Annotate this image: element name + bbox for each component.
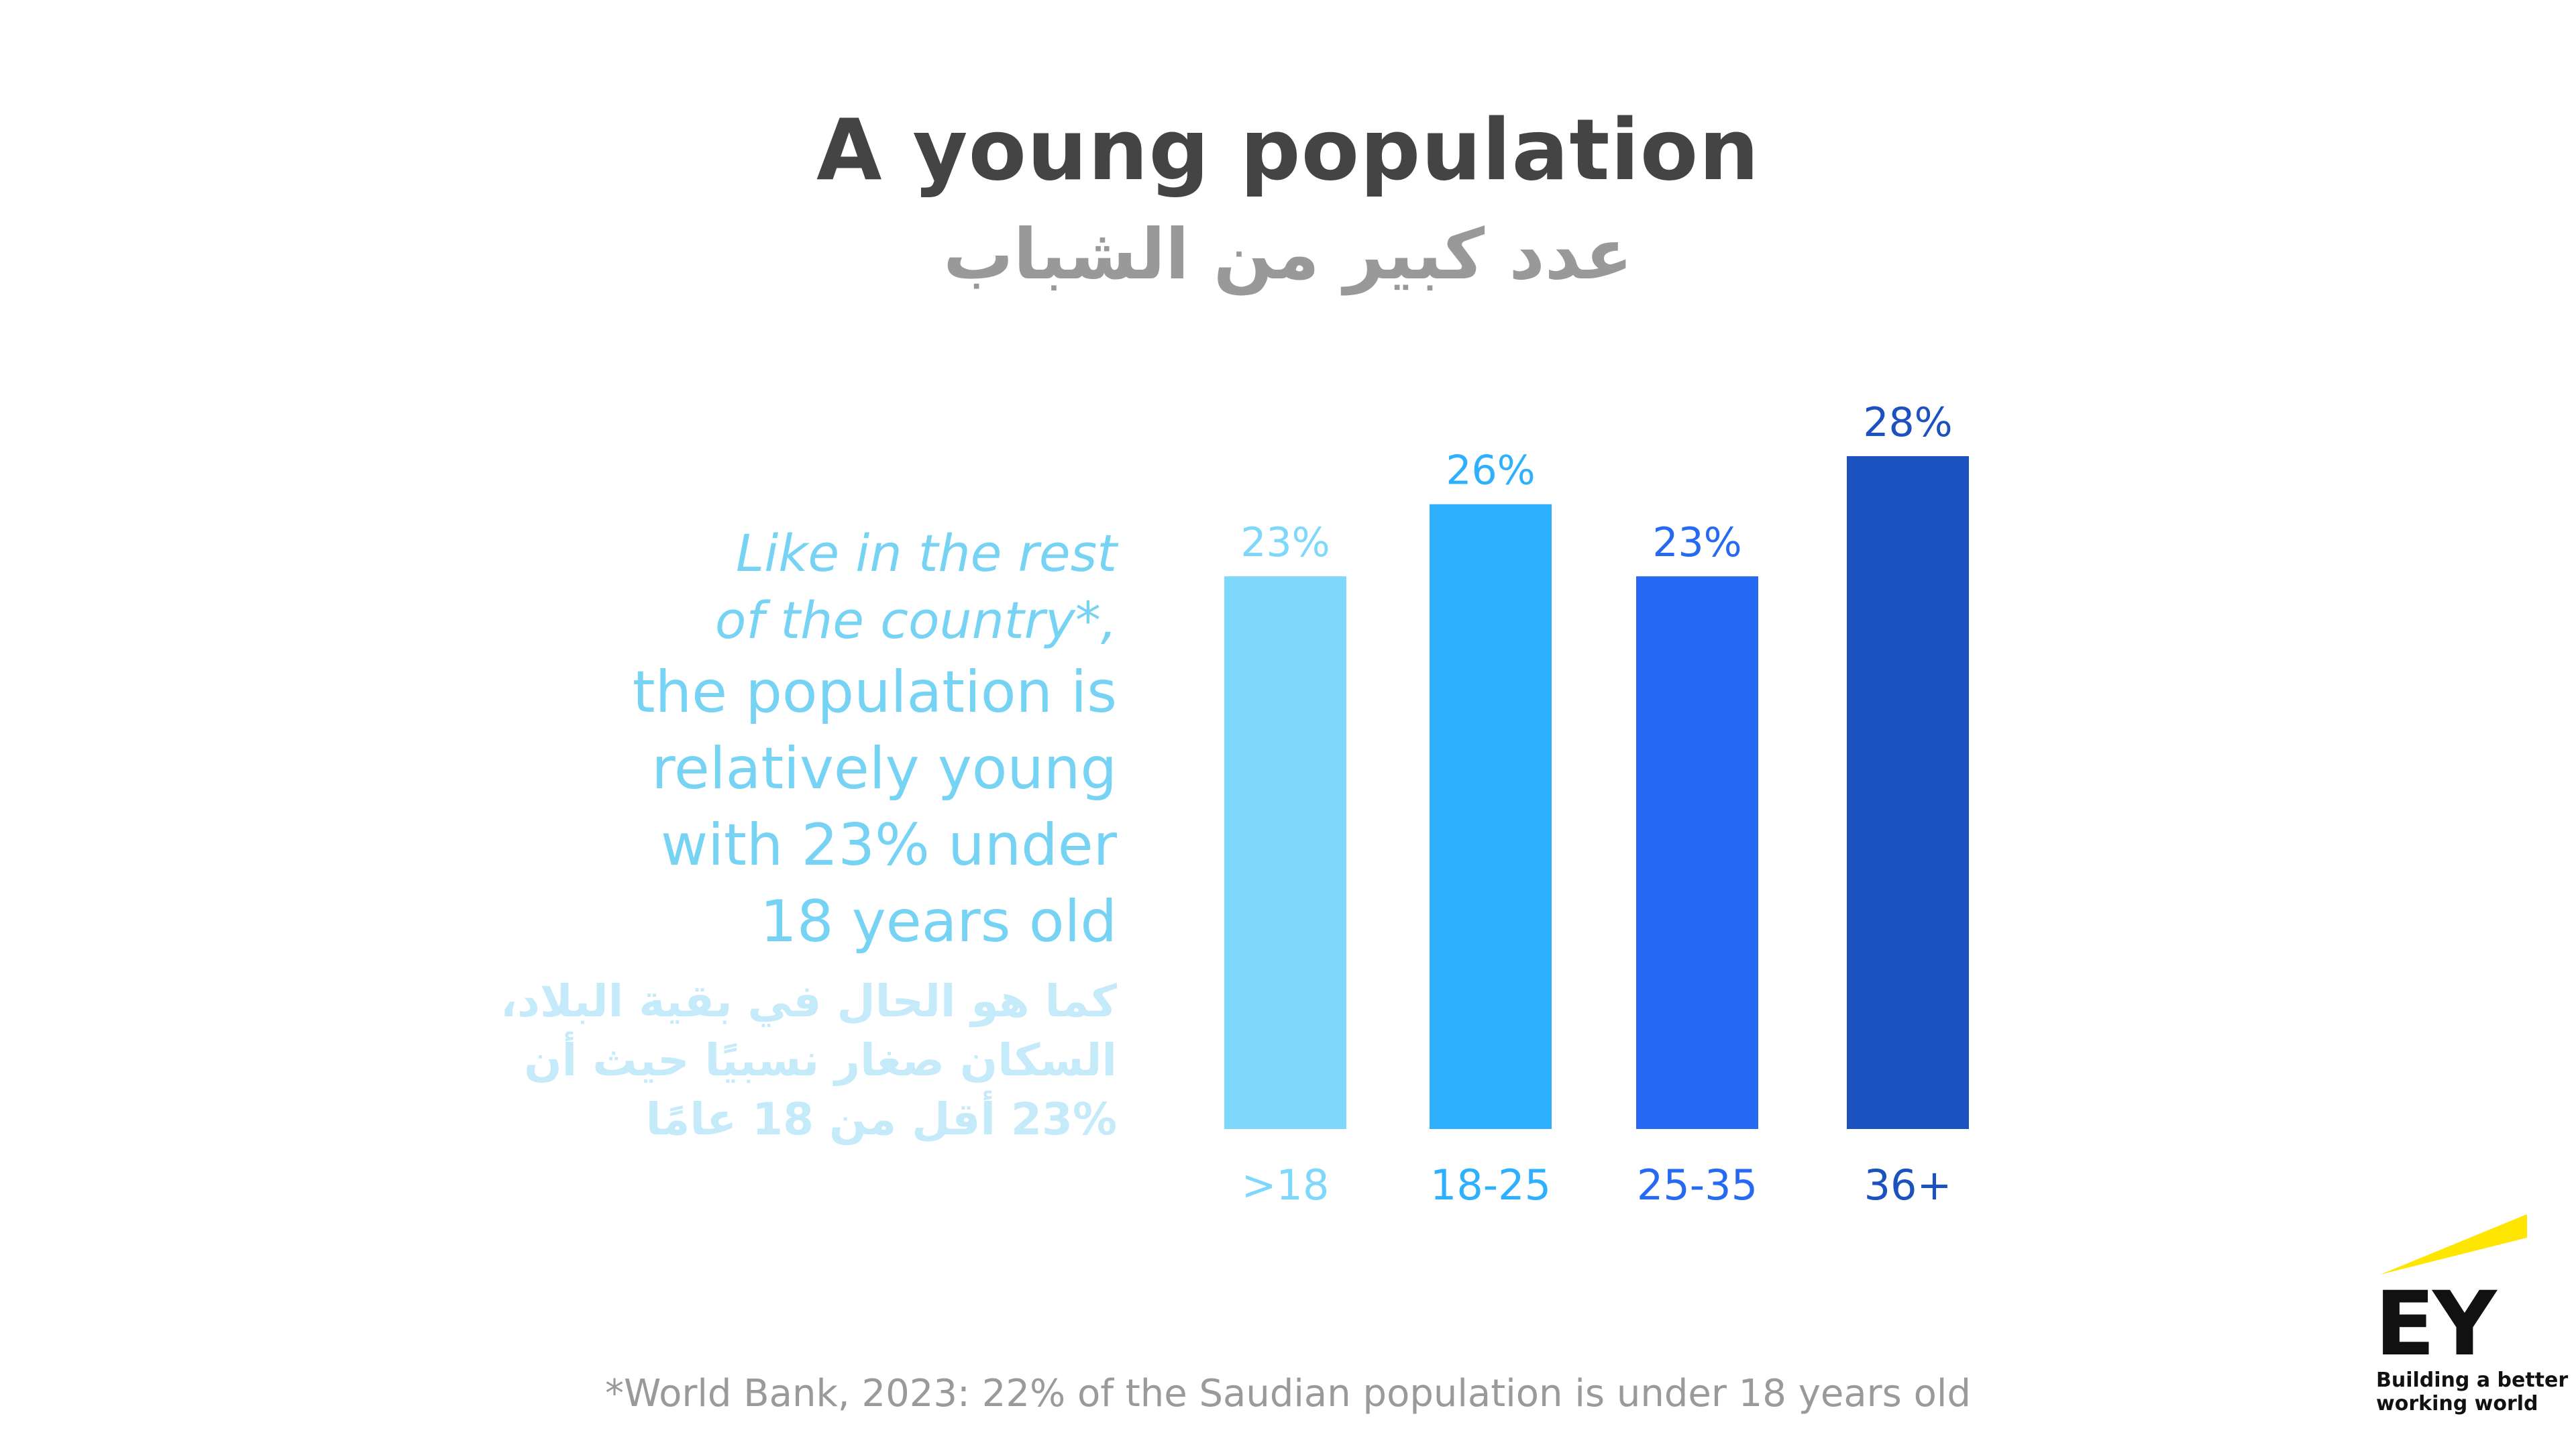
description-main-line: 18 years old <box>760 888 1117 955</box>
category-label: 25-35 <box>1637 1161 1758 1210</box>
data-label: 26% <box>1446 447 1535 494</box>
page-title-arabic: عدد كبير من الشباب <box>943 213 1633 295</box>
description-arabic-line: السكان صغار نسبيًا حيث أن <box>524 1034 1117 1086</box>
description-arabic-line: 23% أقل من 18 عامًا <box>645 1093 1117 1145</box>
logo-wordmark: EY <box>2375 1273 2497 1376</box>
logo-tagline-line: Building a better <box>2376 1368 2569 1392</box>
category-label: >18 <box>1242 1161 1330 1210</box>
description-main-line: the population is <box>632 659 1117 726</box>
description-italic: Like in the rest of the country*, <box>446 520 1117 654</box>
footnote: *World Bank, 2023: 22% of the Saudian po… <box>604 1372 1971 1415</box>
data-label: 23% <box>1240 519 1330 566</box>
description-arabic-line: كما هو الحال في بقية البلاد، <box>500 975 1117 1027</box>
description-main-line: with 23% under <box>660 812 1117 879</box>
logo-tagline-line: working world <box>2376 1392 2538 1415</box>
bar-18-25 <box>1430 504 1552 1129</box>
description-italic-line: Like in the rest <box>735 523 1117 583</box>
data-label: 28% <box>1863 399 1952 446</box>
description-italic-line: of the country*, <box>714 590 1117 650</box>
ey-logo: EY Building a better working world <box>2375 1208 2576 1422</box>
page-title: A young population <box>816 101 1760 199</box>
description-main: the population is relatively young with … <box>446 654 1117 960</box>
description-block: Like in the rest of the country*, the po… <box>446 520 1117 1149</box>
data-label: 23% <box>1652 519 1741 566</box>
description-main-line: relatively young <box>651 735 1117 802</box>
category-label: 18-25 <box>1430 1161 1551 1210</box>
bar-25-35 <box>1636 576 1758 1129</box>
description-arabic: كما هو الحال في بقية البلاد، السكان صغار… <box>446 972 1117 1149</box>
logo-tagline: Building a better working world <box>2376 1368 2571 1415</box>
category-label: 36+ <box>1864 1161 1952 1210</box>
logo-accent-beam <box>2380 1214 2527 1275</box>
bar->18 <box>1224 576 1346 1129</box>
bar-36+ <box>1847 456 1969 1129</box>
